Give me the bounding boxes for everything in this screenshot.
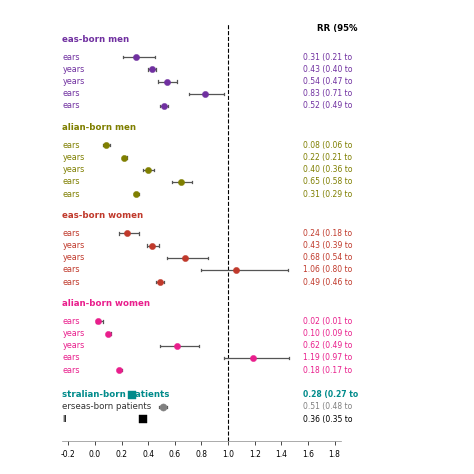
- Text: years: years: [62, 65, 84, 74]
- Text: ears: ears: [62, 190, 80, 199]
- Text: ears: ears: [62, 229, 80, 238]
- Text: RR (95%: RR (95%: [317, 24, 358, 33]
- Text: 0.31 (0.29 to: 0.31 (0.29 to: [303, 190, 352, 199]
- Text: ears: ears: [62, 141, 80, 150]
- Text: ears: ears: [62, 354, 80, 363]
- Text: erseas-born patients: erseas-born patients: [62, 402, 152, 411]
- Text: ears: ears: [62, 317, 80, 326]
- Text: 0.43 (0.39 to: 0.43 (0.39 to: [303, 241, 352, 250]
- Text: alian-born women: alian-born women: [62, 299, 150, 308]
- Text: ears: ears: [62, 278, 80, 287]
- Text: years: years: [62, 165, 84, 174]
- Text: eas-born men: eas-born men: [62, 35, 129, 44]
- Text: 0.28 (0.27 to: 0.28 (0.27 to: [303, 390, 358, 399]
- Text: ears: ears: [62, 89, 80, 98]
- Text: 0.18 (0.17 to: 0.18 (0.17 to: [303, 365, 352, 374]
- Text: stralian-born patients: stralian-born patients: [62, 390, 170, 399]
- Text: ears: ears: [62, 265, 80, 274]
- Text: ll: ll: [62, 415, 67, 424]
- Text: 0.62 (0.49 to: 0.62 (0.49 to: [303, 341, 352, 350]
- Text: 0.65 (0.58 to: 0.65 (0.58 to: [303, 177, 352, 186]
- Text: 0.36 (0.35 to: 0.36 (0.35 to: [303, 415, 352, 424]
- Text: 0.24 (0.18 to: 0.24 (0.18 to: [303, 229, 352, 238]
- Text: 0.54 (0.47 to: 0.54 (0.47 to: [303, 77, 352, 86]
- Text: years: years: [62, 153, 84, 162]
- Text: alian-born men: alian-born men: [62, 123, 137, 132]
- Text: 0.31 (0.21 to: 0.31 (0.21 to: [303, 53, 352, 62]
- Text: years: years: [62, 77, 84, 86]
- Text: 0.22 (0.21 to: 0.22 (0.21 to: [303, 153, 352, 162]
- Text: years: years: [62, 241, 84, 250]
- Text: ears: ears: [62, 177, 80, 186]
- Text: 0.83 (0.71 to: 0.83 (0.71 to: [303, 89, 352, 98]
- Text: 1.06 (0.80 to: 1.06 (0.80 to: [303, 265, 352, 274]
- Text: 0.40 (0.36 to: 0.40 (0.36 to: [303, 165, 352, 174]
- Text: years: years: [62, 341, 84, 350]
- Text: 0.49 (0.46 to: 0.49 (0.46 to: [303, 278, 352, 287]
- Text: eas-born women: eas-born women: [62, 211, 144, 220]
- Text: 0.08 (0.06 to: 0.08 (0.06 to: [303, 141, 352, 150]
- Text: 0.10 (0.09 to: 0.10 (0.09 to: [303, 329, 352, 338]
- Text: years: years: [62, 253, 84, 262]
- Text: years: years: [62, 329, 84, 338]
- Text: ears: ears: [62, 101, 80, 110]
- Text: 1.19 (0.97 to: 1.19 (0.97 to: [303, 354, 352, 363]
- Text: 0.43 (0.40 to: 0.43 (0.40 to: [303, 65, 352, 74]
- Text: 0.51 (0.48 to: 0.51 (0.48 to: [303, 402, 352, 411]
- Text: ears: ears: [62, 365, 80, 374]
- Text: 0.52 (0.49 to: 0.52 (0.49 to: [303, 101, 352, 110]
- Text: ears: ears: [62, 53, 80, 62]
- Text: 0.02 (0.01 to: 0.02 (0.01 to: [303, 317, 352, 326]
- Text: 0.68 (0.54 to: 0.68 (0.54 to: [303, 253, 352, 262]
